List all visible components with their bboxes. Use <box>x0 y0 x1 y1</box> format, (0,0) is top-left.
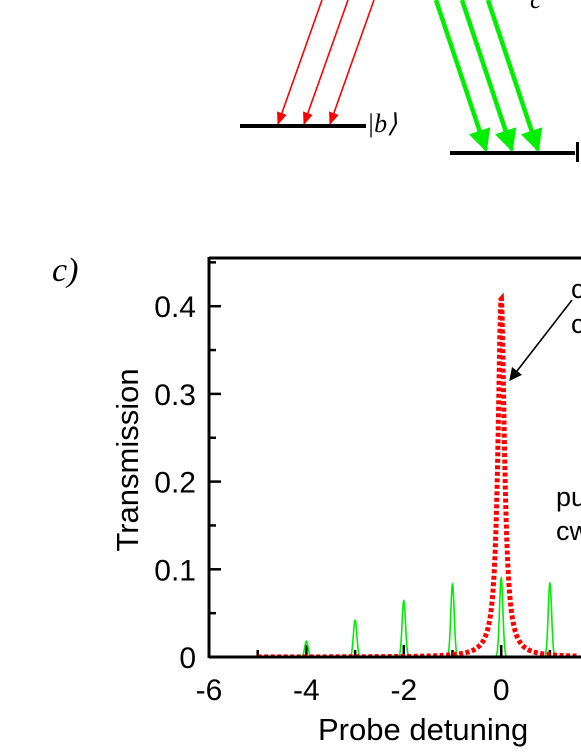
annotation-text-1: c <box>571 274 581 304</box>
y-tick-label: 0.1 <box>154 554 196 587</box>
green-arrow-3 <box>485 0 543 153</box>
annotation-text-4: cw <box>556 516 581 546</box>
level-c-label: c <box>530 0 542 14</box>
y-axis-label: Transmission <box>110 368 145 551</box>
y-tick-label: 0.4 <box>154 291 196 324</box>
panel-label: c) <box>52 252 78 289</box>
green-comb-series <box>286 575 580 658</box>
level-lower-label-fragment <box>576 142 579 162</box>
green-arrow-1 <box>433 0 491 153</box>
y-tick-label: 0.2 <box>154 467 196 500</box>
y-tick-label: 0 <box>179 642 196 675</box>
x-tick-label: -4 <box>293 674 320 707</box>
annotation-arrow <box>509 299 573 382</box>
annotation-text-2: c <box>571 309 581 339</box>
green-arrow-2 <box>459 0 517 153</box>
tick-labels: 0 0.1 0.2 0.3 0.4 -6 -4 -2 0 <box>154 291 509 707</box>
level-b-label: |b⟩ <box>367 109 397 138</box>
chart: 0 0.1 0.2 0.3 0.4 -6 -4 -2 0 c c pu cw Transmiss… <box>110 256 581 747</box>
red-arrow-3 <box>329 0 375 126</box>
x-axis-label: Probe detuning <box>318 712 528 747</box>
x-tick-label: -6 <box>196 674 223 707</box>
annotation-text-3: pu <box>556 482 581 512</box>
x-tick-label: 0 <box>493 674 510 707</box>
red-arrow-2 <box>303 0 349 126</box>
y-tick-label: 0.3 <box>154 379 196 412</box>
x-tick-label: -2 <box>390 674 417 707</box>
level-diagram: |b⟩ c <box>240 0 579 162</box>
red-arrow-1 <box>277 0 323 126</box>
